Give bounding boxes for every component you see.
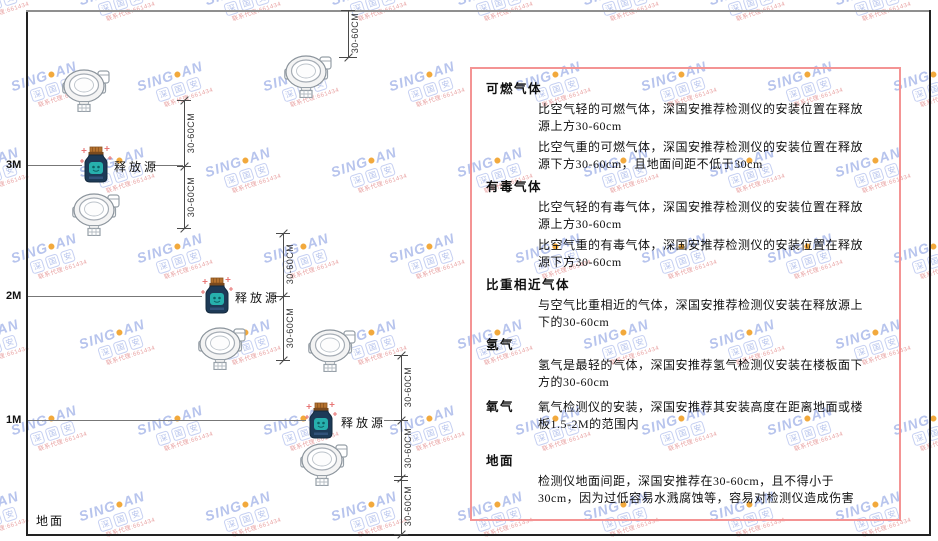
level-line-2m [28,296,202,297]
section-paragraph: 比空气轻的有毒气体，深国安推荐检测仪的安装位置在释放源上方30-60cm [538,200,864,231]
section-combustible: 可燃气体 比空气轻的可燃气体，深国安推荐检测仪的安装位置在释放源上方30-60c… [486,81,889,173]
height-mark-1m: 1M [6,414,22,426]
level-connector-3m [154,165,183,166]
dimension-label: 30-60CM [403,485,413,527]
wall-left-line [26,10,28,536]
section-paragraph: 检测仪地面间距，深国安推荐在30-60cm，且不得小于30cm，因为过低容易水溅… [538,474,855,505]
gas-detector-icon [308,328,356,373]
section-heading: 有毒气体 [486,180,543,194]
section-heading: 比重相近气体 [486,278,571,292]
section-toxic: 有毒气体 比空气轻的有毒气体，深国安推荐检测仪的安装位置在释放源上方30-60c… [486,179,889,271]
dimension-label: 30-60CM [285,243,295,285]
release-source-label: 释放源 [114,160,160,174]
level-connector-1m [384,420,401,421]
section-heading: 地面 [486,454,515,468]
wall-right-line [929,10,931,536]
dimension-line [401,355,402,535]
section-heading: 氧气 [486,400,515,414]
gas-detector-icon [72,192,120,237]
dimension-label: 30-60CM [403,427,413,469]
ceiling-line [26,10,931,12]
release-source-label: 释放源 [341,416,387,430]
dimension-tick [341,10,355,11]
release-source-icon [201,277,233,315]
height-mark-3m: 3M [6,159,22,171]
dimension-line [348,10,349,57]
dimension-tick [394,480,408,481]
section-hydrogen: 氢气 氢气是最轻的气体，深国安推荐氢气检测仪安装在楼板面下方的30-60cm [486,337,889,391]
section-ground: 地面 检测仪地面间距，深国安推荐在30-60cm，且不得小于30cm，因为过低容… [486,453,889,507]
release-source-label: 释放源 [235,291,281,305]
release-source-icon [80,146,112,184]
section-heading: 氢气 [486,338,515,352]
gas-detector-icon [284,54,332,99]
dimension-label: 30-60CM [350,12,360,54]
dimension-label: 30-60CM [186,112,196,154]
gas-detector-icon [198,326,246,371]
height-mark-2m: 2M [6,290,22,302]
section-oxygen: 氧气 氧气检测仪的安装，深国安推荐其安装高度在距离地面或楼板1.5-2M的范围内 [486,395,889,437]
section-paragraph: 比空气重的有毒气体，深国安推荐检测仪的安装位置在释放源下方30-60cm [538,238,864,269]
section-paragraph: 比空气轻的可燃气体，深国安推荐检测仪的安装位置在释放源上方30-60cm [538,102,864,133]
release-source-icon [305,402,337,440]
section-paragraph: 比空气重的可燃气体，深国安推荐检测仪的安装位置在释放源下方30-60cm，且地面… [538,140,864,171]
ground-line [26,534,931,536]
ground-label: 地面 [36,514,65,528]
level-line-1m [28,420,306,421]
level-line-3m [28,165,82,166]
section-similar-density: 比重相近气体 与空气比重相近的气体，深国安推荐检测仪安装在释放源上下的30-60… [486,277,889,331]
gas-detector-icon [62,68,110,113]
section-paragraph: 氧气检测仪的安装，深国安推荐其安装高度在距离地面或楼板1.5-2M的范围内 [538,400,864,431]
dimension-label: 30-60CM [285,307,295,349]
info-panel: 可燃气体 比空气轻的可燃气体，深国安推荐检测仪的安装位置在释放源上方30-60c… [470,67,901,521]
dimension-label: 30-60CM [403,366,413,408]
section-paragraph: 氢气是最轻的气体，深国安推荐氢气检测仪安装在楼板面下方的30-60cm [538,358,864,389]
section-heading: 可燃气体 [486,82,543,96]
section-paragraph: 与空气比重相近的气体，深国安推荐检测仪安装在释放源上下的30-60cm [538,298,864,329]
gas-detector-icon [300,442,348,487]
dimension-label: 30-60CM [186,176,196,218]
